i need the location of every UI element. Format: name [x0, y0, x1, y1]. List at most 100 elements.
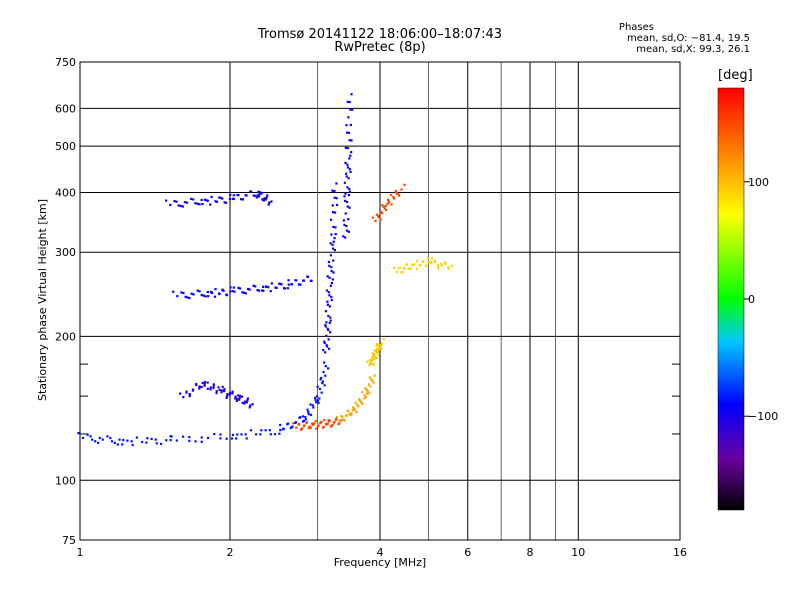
data-point [228, 393, 231, 396]
data-point [331, 247, 335, 250]
data-point [264, 429, 267, 432]
data-point [282, 427, 285, 430]
data-point [323, 361, 326, 364]
data-point [201, 381, 204, 385]
data-point [346, 409, 349, 412]
data-point [348, 413, 351, 416]
data-point [334, 418, 337, 421]
data-point [378, 346, 381, 350]
data-point [322, 370, 325, 374]
trace [371, 183, 406, 223]
data-point [353, 408, 357, 411]
data-point [267, 286, 270, 289]
data-point [204, 295, 207, 298]
data-point [206, 436, 210, 440]
data-point [332, 271, 335, 274]
data-point [234, 395, 237, 398]
data-point [334, 232, 337, 236]
data-point [315, 427, 318, 430]
data-point [214, 288, 217, 291]
data-point [405, 263, 408, 266]
data-point [181, 205, 184, 208]
data-point [86, 433, 89, 436]
data-point [194, 440, 197, 443]
data-point [332, 225, 335, 229]
data-point [256, 289, 259, 292]
data-point [323, 418, 326, 422]
data-point [333, 189, 336, 193]
data-point [202, 294, 205, 297]
data-point [365, 388, 368, 391]
y-tick-label: 200 [55, 330, 76, 343]
data-point [283, 287, 287, 290]
data-point [188, 393, 191, 396]
trace [172, 275, 313, 300]
data-point [222, 389, 226, 393]
stats-o-mode: mean, sd,O: −81.4, 19.5 [627, 33, 750, 44]
data-point [368, 392, 371, 395]
data-point [392, 266, 396, 269]
data-point [328, 294, 331, 297]
data-point [327, 338, 330, 341]
data-point [346, 186, 349, 189]
data-point [254, 285, 257, 288]
data-point [200, 440, 203, 443]
data-point [241, 291, 244, 294]
data-point [188, 435, 191, 439]
data-point [243, 402, 246, 405]
data-point [212, 383, 215, 386]
data-point [368, 359, 371, 362]
data-point [200, 385, 203, 389]
data-point [392, 197, 395, 200]
data-point [340, 419, 343, 422]
data-point [205, 199, 208, 202]
data-point [367, 383, 370, 386]
data-point [225, 437, 228, 440]
data-point [326, 275, 329, 278]
data-point [332, 240, 335, 243]
data-point [363, 394, 366, 397]
data-point [306, 408, 309, 411]
data-point [248, 288, 251, 291]
data-point [344, 161, 347, 165]
data-point [213, 432, 216, 436]
data-point [307, 410, 310, 414]
trace [392, 257, 453, 274]
data-point [380, 347, 383, 350]
data-point [244, 433, 247, 436]
data-point [200, 293, 203, 297]
data-point [436, 264, 440, 267]
data-point [360, 401, 363, 404]
data-point [346, 100, 349, 103]
data-point [324, 325, 327, 328]
data-point [268, 429, 271, 432]
data-point [395, 270, 398, 274]
data-point [375, 213, 379, 216]
data-point [349, 154, 352, 157]
data-point [335, 197, 338, 200]
data-point [400, 271, 403, 274]
data-point [238, 396, 241, 399]
data-point [198, 203, 201, 206]
data-point [179, 392, 182, 395]
data-point [165, 199, 168, 202]
data-point [347, 177, 350, 180]
data-point [206, 290, 209, 294]
trace [77, 361, 330, 447]
data-point [209, 388, 212, 391]
data-point [255, 433, 258, 436]
data-point [301, 415, 305, 418]
data-point [327, 260, 331, 264]
y-tick-label: 400 [55, 186, 76, 199]
data-point [287, 279, 290, 282]
data-point [327, 314, 330, 318]
data-point [333, 237, 336, 240]
data-point [210, 195, 213, 199]
data-point [286, 287, 289, 290]
data-point [324, 351, 327, 354]
data-point [231, 433, 234, 437]
data-point [246, 399, 249, 402]
data-point [386, 202, 389, 205]
data-point [188, 297, 191, 300]
data-point [267, 203, 270, 206]
